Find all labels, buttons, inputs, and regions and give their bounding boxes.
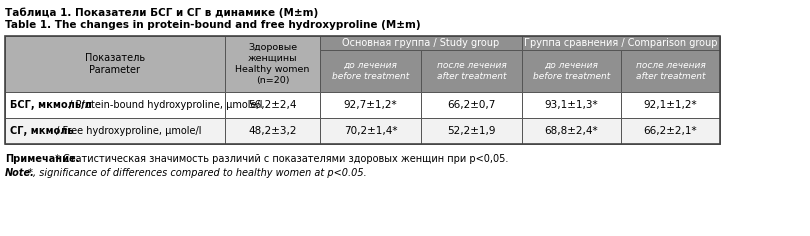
Bar [621,50,720,92]
Text: 56,2±2,4: 56,2±2,4 [248,100,296,110]
Text: Основная группа / Study group: Основная группа / Study group [343,38,500,48]
Bar [421,118,522,144]
Text: Note.: Note. [5,168,35,178]
Text: 93,1±1,3*: 93,1±1,3* [544,100,599,110]
Bar [320,36,522,50]
Bar [225,36,320,92]
Text: 68,8±2,4*: 68,8±2,4* [544,126,599,136]
Text: 92,7±1,2*: 92,7±1,2* [343,100,398,110]
Bar [522,92,621,118]
Bar [5,36,225,92]
Bar [5,118,225,144]
Text: БСГ, мкмоль/л: БСГ, мкмоль/л [10,100,92,110]
Text: Группа сравнения / Comparison group: Группа сравнения / Comparison group [524,38,718,48]
Text: Здоровые
женщины
Healthy women
(n=20): Здоровые женщины Healthy women (n=20) [236,43,309,85]
Bar [522,36,720,50]
Bar [225,92,320,118]
Text: 48,2±3,2: 48,2±3,2 [248,126,296,136]
Text: до лечения
before treatment: до лечения before treatment [533,61,610,81]
Bar [320,92,421,118]
Bar [320,118,421,144]
Text: 66,2±2,1*: 66,2±2,1* [644,126,697,136]
Bar [621,118,720,144]
Text: после лечения
after treatment: после лечения after treatment [636,61,706,81]
Text: СГ, мкмоль: СГ, мкмоль [10,126,74,136]
Bar [421,92,522,118]
Text: Показатель
Parameter: Показатель Parameter [85,53,145,75]
Text: *, significance of differences compared to healthy women at p<0.05.: *, significance of differences compared … [25,168,367,178]
Bar [320,50,421,92]
Bar [5,36,720,144]
Bar [421,50,522,92]
Bar [225,118,320,144]
Text: после лечения
after treatment: после лечения after treatment [437,61,506,81]
Text: * Статистическая значимость различий с показателями здоровых женщин при p<0,05.: * Статистическая значимость различий с п… [53,154,509,164]
Text: / Free hydroxyproline, µmole/l: / Free hydroxyproline, µmole/l [53,126,202,136]
Text: / Protein-bound hydroxyproline, µmole/l: / Protein-bound hydroxyproline, µmole/l [66,100,262,110]
Bar [522,118,621,144]
Text: Примечание.: Примечание. [5,154,79,164]
Text: 66,2±0,7: 66,2±0,7 [447,100,496,110]
Text: Таблица 1. Показатели БСГ и СГ в динамике (М±m): Таблица 1. Показатели БСГ и СГ в динамик… [5,7,318,17]
Bar [621,92,720,118]
Text: до лечения
before treatment: до лечения before treatment [332,61,409,81]
Text: 70,2±1,4*: 70,2±1,4* [343,126,397,136]
Text: 52,2±1,9: 52,2±1,9 [447,126,496,136]
Bar [5,92,225,118]
Text: Table 1. The changes in protein-bound and free hydroxyproline (M±m): Table 1. The changes in protein-bound an… [5,20,420,30]
Bar [522,50,621,92]
Text: 92,1±1,2*: 92,1±1,2* [644,100,697,110]
